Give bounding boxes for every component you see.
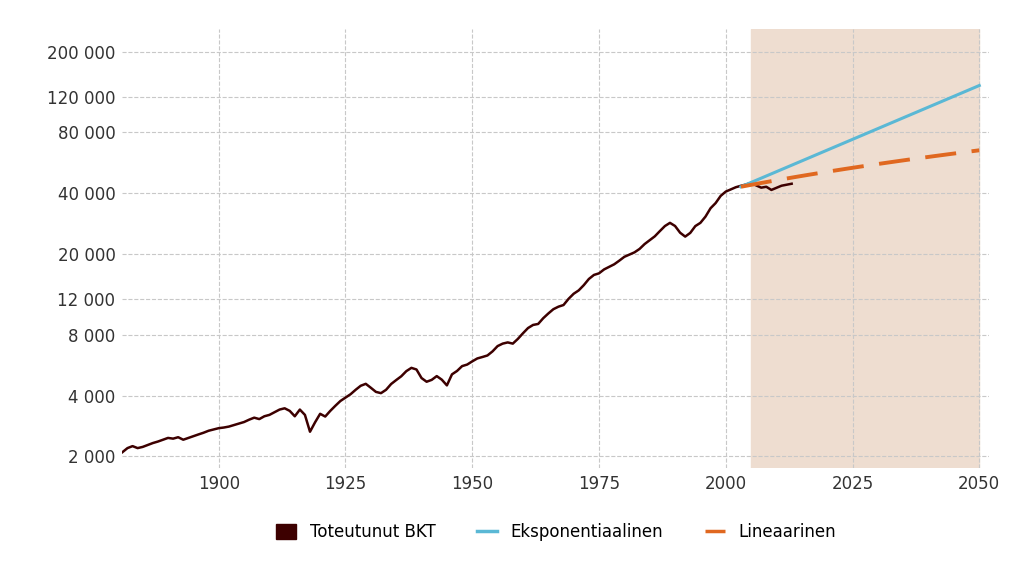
Bar: [750, 29, 978, 468]
Legend: Toteutunut BKT, Eksponentiaalinen, Lineaarinen: Toteutunut BKT, Eksponentiaalinen, Linea…: [269, 517, 842, 548]
